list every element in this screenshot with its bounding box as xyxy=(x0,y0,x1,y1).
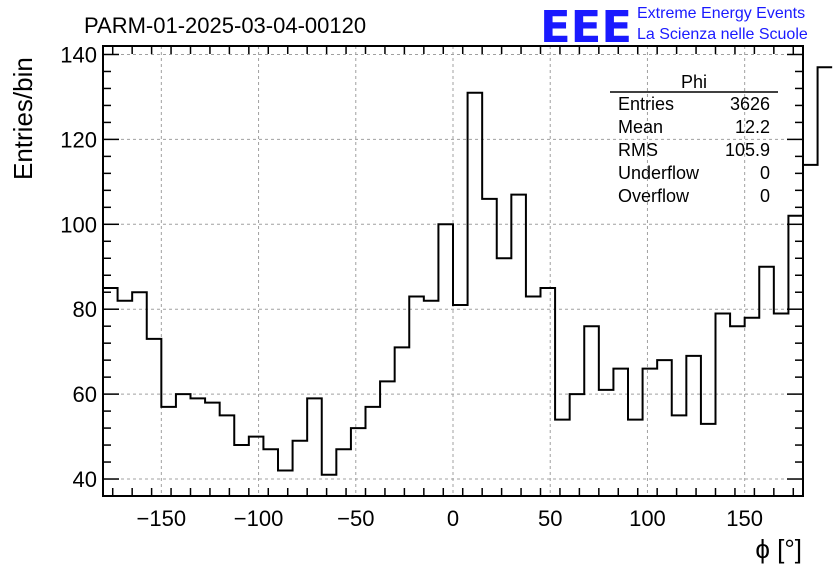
stats-label: Entries xyxy=(618,94,674,114)
y-tick-labels: 40 60 80 100 120 140 xyxy=(60,42,97,492)
axis-ticks xyxy=(103,46,803,496)
y-axis-title: Entries/bin xyxy=(8,57,38,180)
stats-value: 12.2 xyxy=(735,117,770,137)
y-tick-label: 120 xyxy=(60,127,97,152)
x-tick-label: −50 xyxy=(337,506,374,531)
stats-label: Mean xyxy=(618,117,663,137)
y-tick-label: 80 xyxy=(73,297,97,322)
logo-line-1: Extreme Energy Events xyxy=(637,5,805,22)
stats-label: RMS xyxy=(618,140,658,160)
chart-title: PARM-01-2025-03-04-00120 xyxy=(84,13,366,38)
stats-value: 0 xyxy=(760,186,770,206)
stats-box: Phi Entries 3626 Mean 12.2 RMS 105.9 Underflow… xyxy=(610,72,778,206)
y-tick-label: 40 xyxy=(73,467,97,492)
x-tick-label: 150 xyxy=(726,506,763,531)
x-axis-title: ϕ [°] xyxy=(755,534,802,564)
x-tick-label: 0 xyxy=(447,506,459,531)
stats-label: Overflow xyxy=(618,186,690,206)
logo-mark: EEE xyxy=(540,2,632,53)
x-tick-label: 100 xyxy=(629,506,666,531)
logo-line-2: La Scienza nelle Scuole xyxy=(637,26,808,43)
plot-frame xyxy=(102,45,804,497)
stats-label: Underflow xyxy=(618,163,700,183)
y-tick-label: 100 xyxy=(60,212,97,237)
eee-logo: EEE Extreme Energy Events La Scienza nel… xyxy=(540,2,808,53)
stats-value: 3626 xyxy=(730,94,770,114)
grid-lines xyxy=(103,46,803,496)
x-tick-label: 50 xyxy=(538,506,562,531)
stats-value: 0 xyxy=(760,163,770,183)
x-tick-label: −150 xyxy=(137,506,187,531)
y-tick-label: 60 xyxy=(73,382,97,407)
histogram-outline xyxy=(103,66,833,476)
stats-title: Phi xyxy=(681,72,707,92)
y-tick-label: 140 xyxy=(60,42,97,67)
x-tick-labels: −150 −100 −50 0 50 100 150 xyxy=(137,506,763,531)
stats-rows: Entries 3626 Mean 12.2 RMS 105.9 Underflow 0 Ove… xyxy=(618,94,770,206)
stats-value: 105.9 xyxy=(725,140,770,160)
x-tick-label: −100 xyxy=(234,506,284,531)
